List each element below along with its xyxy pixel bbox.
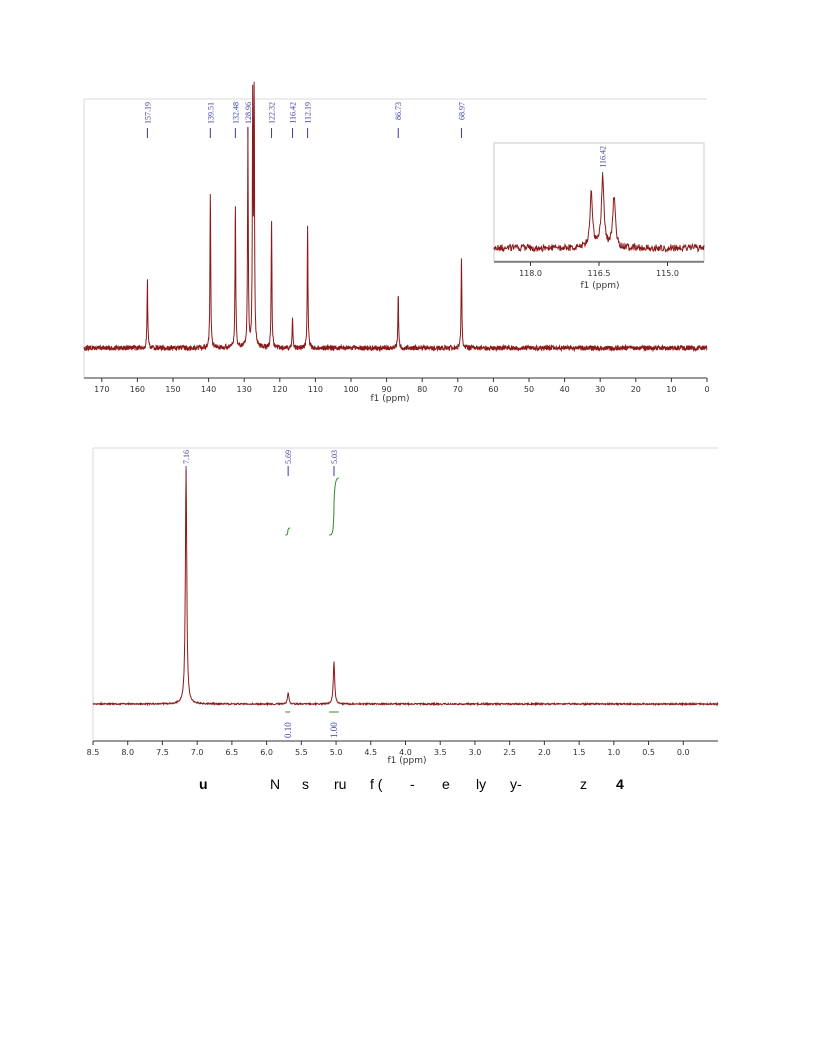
c13-tick-label: 10 bbox=[666, 385, 676, 394]
h1-tick-label: 0.5 bbox=[642, 748, 655, 757]
c13-tick-label: 0 bbox=[704, 385, 709, 394]
h1-tick-label: 6.0 bbox=[260, 748, 273, 757]
h1-spectrum-trace bbox=[92, 469, 719, 707]
c13-tick-label: 150 bbox=[165, 385, 180, 394]
h1-integral-curve bbox=[285, 527, 291, 536]
h1-x-axis-label: f1 (ppm) bbox=[388, 756, 427, 766]
c13-peak-value: 122.32 bbox=[268, 102, 277, 124]
h1-tick-label: 2.5 bbox=[503, 748, 516, 757]
inset-spectrum-trace bbox=[493, 174, 705, 253]
c13-peak-label: 116.42 bbox=[289, 102, 298, 138]
h1-tick-label: 1.0 bbox=[607, 748, 620, 757]
h1-spectrum-panel: 7.16 5.69 5.03 0.10 1.00 8.5 8.0 7.5 7.0 6.5 6.0… bbox=[87, 447, 719, 766]
c13-peak-label: 139.51 bbox=[206, 102, 215, 138]
h1-tick-label: 2.0 bbox=[538, 748, 551, 757]
c13-tick-label: 80 bbox=[417, 385, 427, 394]
h1-peak-value: 5.69 bbox=[284, 450, 293, 464]
c13-tick-label: 60 bbox=[488, 385, 498, 394]
c13-peak-value: 68.97 bbox=[457, 102, 466, 120]
c13-tick-label: 110 bbox=[308, 385, 323, 394]
h1-peak-label: 5.69 bbox=[284, 450, 293, 476]
c13-tick-label: 20 bbox=[631, 385, 641, 394]
c13-tick-label: 30 bbox=[595, 385, 605, 394]
h1-integral-value: 0.10 bbox=[283, 722, 293, 738]
c13-peak-label: 122.32 bbox=[268, 102, 277, 138]
c13-peak-label: 132.48 bbox=[231, 102, 240, 138]
h1-tick-label: 7.0 bbox=[191, 748, 204, 757]
c13-tick-label: 170 bbox=[94, 385, 109, 394]
c13-tick-label: 130 bbox=[237, 385, 252, 394]
caption-fragment: z bbox=[580, 776, 587, 792]
figure-caption: u N s ru f ( - e ly y- z 4 bbox=[0, 772, 816, 796]
inset-tick-label: 115.0 bbox=[656, 269, 679, 278]
c13-peak-value: 116.42 bbox=[289, 102, 298, 124]
h1-tick-label: 4.0 bbox=[399, 748, 412, 757]
h1-tick-label: 1.5 bbox=[573, 748, 586, 757]
caption-fragment: ru bbox=[334, 776, 347, 792]
h1-tick-label: 8.5 bbox=[87, 748, 100, 757]
c13-spectrum-trace bbox=[83, 81, 708, 353]
caption-fragment: - bbox=[410, 776, 415, 792]
c13-tick-label: 90 bbox=[382, 385, 392, 394]
h1-tick-label: 4.5 bbox=[364, 748, 377, 757]
c13-peak-value: 139.51 bbox=[206, 102, 215, 124]
caption-fragment: ly bbox=[476, 776, 487, 792]
h1-peak-value: 7.16 bbox=[182, 450, 191, 464]
c13-peak-value: 132.48 bbox=[231, 102, 240, 124]
c13-peak-label: 112.19 bbox=[304, 102, 313, 138]
h1-tick-label: 6.5 bbox=[226, 748, 239, 757]
c13-tick-label: 40 bbox=[560, 385, 570, 394]
c13-tick-label: 160 bbox=[130, 385, 145, 394]
h1-tick-label: 3.5 bbox=[434, 748, 447, 757]
c13-inset-panel: 116.42 118.0 116.5 115.0 f1 (ppm) bbox=[493, 142, 705, 291]
c13-peak-label: 68.97 bbox=[457, 102, 466, 138]
c13-x-axis-label: f1 (ppm) bbox=[371, 394, 410, 404]
h1-peak-value: 5.03 bbox=[330, 450, 339, 464]
inset-tick-label: 118.0 bbox=[519, 269, 542, 278]
c13-tick-label: 50 bbox=[524, 385, 534, 394]
c13-tick-label: 140 bbox=[201, 385, 216, 394]
h1-integral-curve bbox=[329, 477, 339, 536]
c13-tick-label: 120 bbox=[272, 385, 287, 394]
h1-tick-label: 3.0 bbox=[469, 748, 482, 757]
c13-peak-value: 86.73 bbox=[394, 102, 403, 120]
h1-peak-label: 5.03 bbox=[330, 450, 339, 476]
c13-tick-label: 100 bbox=[343, 385, 358, 394]
h1-tick-label: 0.0 bbox=[677, 748, 690, 757]
c13-peak-label: 157.19 bbox=[143, 102, 152, 138]
h1-tick-label: 5.5 bbox=[295, 748, 308, 757]
c13-peak-label: 86.73 bbox=[394, 102, 403, 138]
inset-x-axis-label: f1 (ppm) bbox=[581, 281, 620, 291]
c13-peak-value: 157.19 bbox=[143, 102, 152, 124]
c13-spectrum-panel: 157.19 139.51 132.48 128.96 122.32 116.42 112.… bbox=[83, 81, 710, 404]
caption-fragment: f ( bbox=[370, 776, 383, 792]
caption-fragment: 4 bbox=[616, 776, 624, 792]
h1-integral-value: 1.00 bbox=[329, 722, 339, 738]
caption-fragment: N bbox=[270, 776, 281, 792]
c13-peak-value: 112.19 bbox=[304, 102, 313, 124]
h1-tick-label: 8.0 bbox=[121, 748, 134, 757]
caption-fragment: s bbox=[302, 776, 309, 792]
h1-tick-label: 5.0 bbox=[330, 748, 343, 757]
inset-peak-value: 116.42 bbox=[599, 146, 608, 168]
inset-tick-label: 116.5 bbox=[588, 269, 611, 278]
caption-fragment: y- bbox=[510, 776, 522, 792]
c13-peak-value: 128.96 bbox=[244, 102, 253, 124]
c13-tick-label: 70 bbox=[453, 385, 463, 394]
h1-tick-label: 7.5 bbox=[156, 748, 169, 757]
inset-frame bbox=[493, 142, 705, 262]
caption-fragment: e bbox=[442, 776, 450, 792]
caption-fragment: u bbox=[199, 776, 208, 792]
